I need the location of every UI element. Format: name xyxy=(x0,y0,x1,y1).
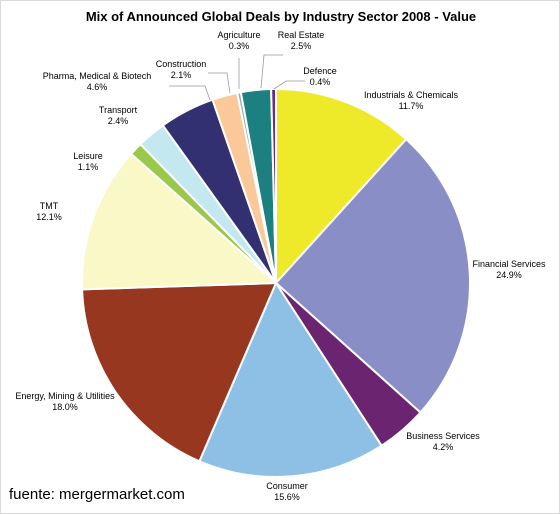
slice-label: Business Services 4.2% xyxy=(406,431,480,452)
slice-label: Industrials & Chemicals 11.7% xyxy=(364,90,459,111)
leader-line xyxy=(169,85,211,101)
slice-value-label: 18.0% xyxy=(52,402,78,412)
slice-label: TMT 12.1% xyxy=(36,201,62,222)
slice-category-label: Financial Services xyxy=(472,259,546,269)
slice-category-label: Consumer xyxy=(266,481,308,491)
slice-category-label: Defence xyxy=(303,66,337,76)
slice-label: Transport 2.4% xyxy=(99,105,138,126)
slice-label: Consumer 15.6% xyxy=(266,481,308,502)
slice-label: Defence 0.4% xyxy=(303,66,337,87)
slice-value-label: 4.2% xyxy=(433,442,454,452)
slice-category-label: Pharma, Medical & Biotech xyxy=(43,71,152,81)
slice-value-label: 1.1% xyxy=(78,162,99,172)
slice-category-label: Business Services xyxy=(406,431,480,441)
slice-labels: Industrials & Chemicals 11.7% Financial Se… xyxy=(15,30,546,502)
slice-value-label: 2.5% xyxy=(291,41,312,51)
pie-slice-financial-services xyxy=(274,137,471,414)
leader-lines xyxy=(169,54,305,101)
pie-slice-defence xyxy=(270,87,277,284)
source-note: fuente: mergermarket.com xyxy=(9,486,185,503)
pie-slices xyxy=(81,87,471,478)
slice-label: Leisure 1.1% xyxy=(73,151,103,172)
slice-category-label: Transport xyxy=(99,105,138,115)
slice-label: Pharma, Medical & Biotech 4.6% xyxy=(43,71,152,92)
leader-line xyxy=(260,54,283,89)
slice-category-label: Leisure xyxy=(73,151,103,161)
slice-label: Construction 2.1% xyxy=(156,59,207,80)
leader-line xyxy=(208,72,231,94)
slice-value-label: 15.6% xyxy=(274,492,300,502)
slice-value-label: 12.1% xyxy=(36,212,62,222)
slice-category-label: TMT xyxy=(40,201,59,211)
slice-category-label: Energy, Mining & Utilities xyxy=(15,391,115,401)
slice-category-label: Real Estate xyxy=(278,30,325,40)
slice-label: Agriculture 0.3% xyxy=(217,30,260,51)
slice-value-label: 0.3% xyxy=(229,41,250,51)
slice-category-label: Agriculture xyxy=(217,30,260,40)
slice-label: Financial Services 24.9% xyxy=(472,259,546,280)
pie-slice-energy-mining-utilities xyxy=(81,281,278,463)
slice-value-label: 11.7% xyxy=(399,101,424,111)
pie-slice-tmt xyxy=(81,152,279,291)
slice-value-label: 24.9% xyxy=(496,270,522,280)
slice-label: Real Estate 2.5% xyxy=(278,30,325,51)
pie-slice-consumer xyxy=(198,280,383,478)
pie-slice-industrials-chemicals xyxy=(275,87,408,286)
slice-value-label: 0.4% xyxy=(310,77,331,87)
leader-line xyxy=(273,80,305,90)
chart-title: Mix of Announced Global Deals by Industr… xyxy=(85,9,477,24)
slice-category-label: Construction xyxy=(156,59,207,69)
slice-value-label: 4.6% xyxy=(87,82,108,92)
slice-value-label: 2.1% xyxy=(171,70,192,80)
slice-category-label: Industrials & Chemicals xyxy=(364,90,459,100)
slice-label: Energy, Mining & Utilities 18.0% xyxy=(15,391,115,412)
slice-value-label: 2.4% xyxy=(108,116,129,126)
